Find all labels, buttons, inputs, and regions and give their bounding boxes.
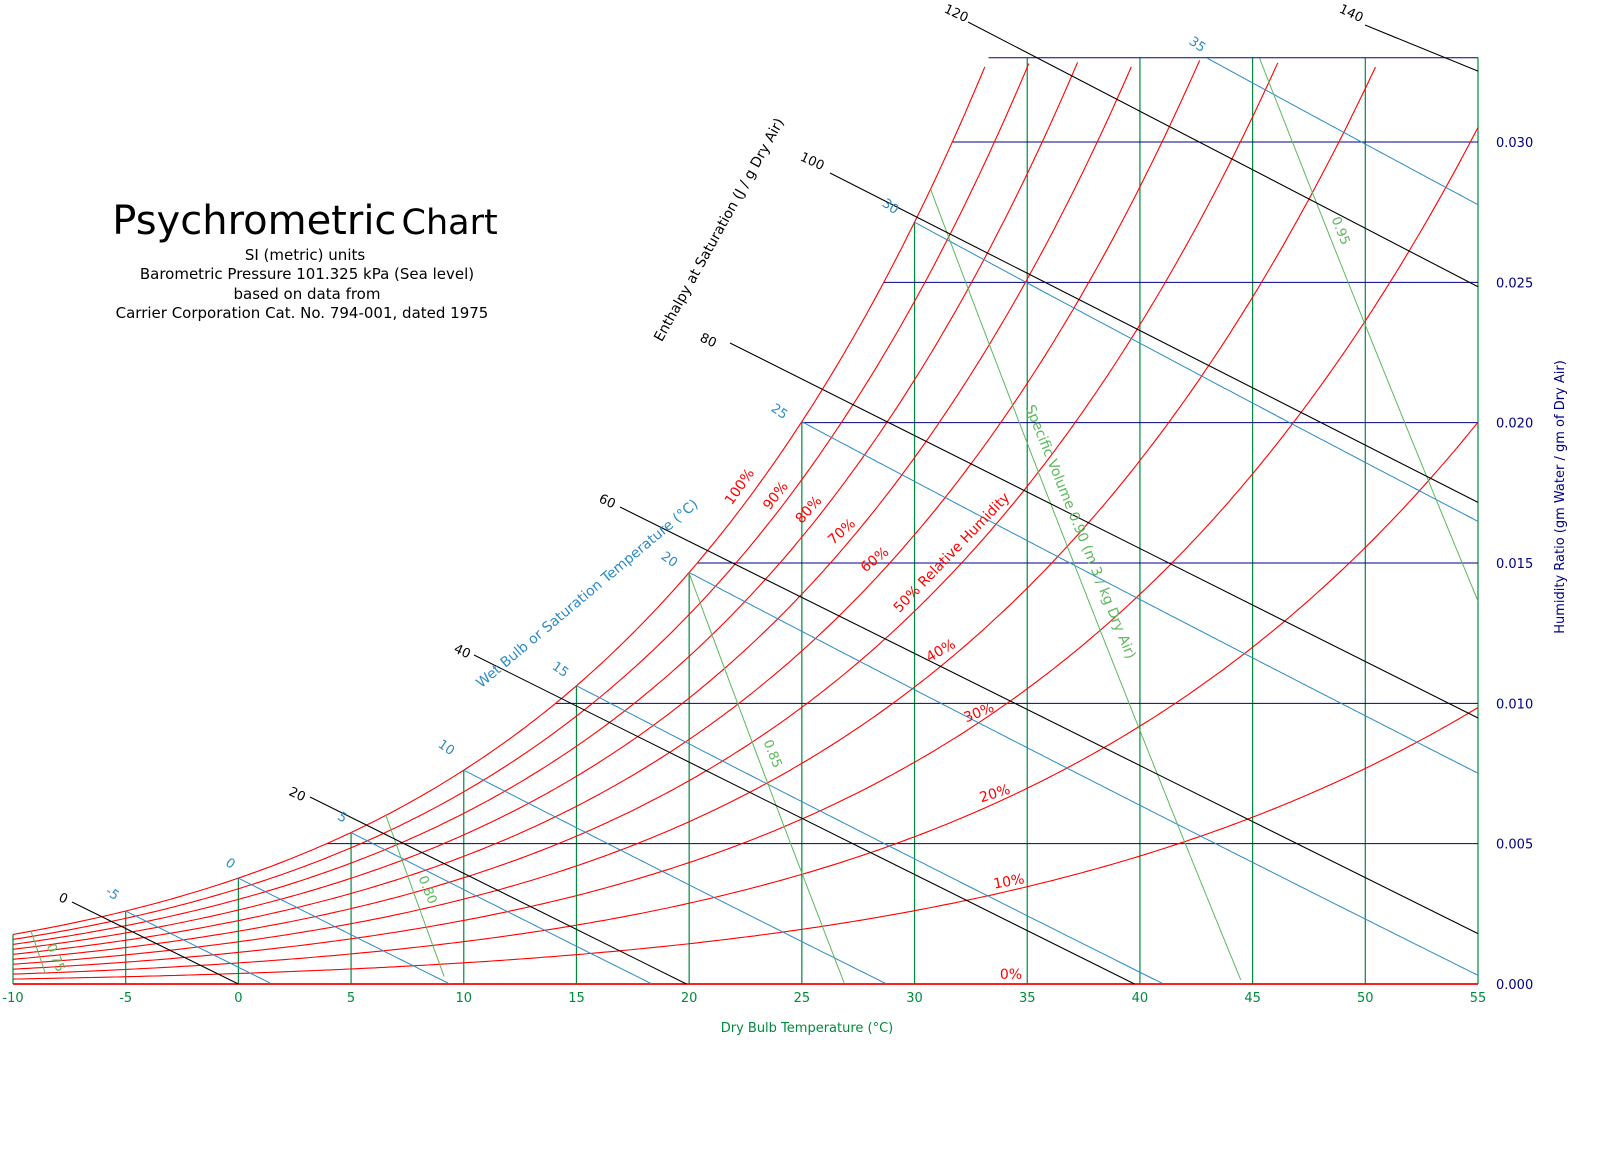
y-axis-label: Humidity Ratio (gm Water / gm of Dry Air… bbox=[1553, 360, 1568, 634]
wet-bulb-label: 25 bbox=[768, 401, 790, 423]
wet-bulb-axis-label: Wet Bulb or Saturation Temperature (°C) bbox=[473, 496, 701, 691]
wet-bulb-label: 35 bbox=[1186, 34, 1208, 56]
rh-label: 0% bbox=[1000, 967, 1022, 983]
rh-curve bbox=[12, 60, 1201, 955]
wet-bulb-line bbox=[125, 910, 271, 984]
x-tick-label: 10 bbox=[455, 991, 472, 1006]
rh-label: 60% bbox=[858, 544, 892, 576]
x-tick-label: 40 bbox=[1132, 991, 1149, 1006]
wet-bulb-line bbox=[688, 572, 1479, 976]
subtitle-line: SI (metric) units bbox=[245, 246, 366, 264]
rh-label: 20% bbox=[978, 782, 1012, 806]
wet-bulb-label: 15 bbox=[549, 659, 571, 681]
rh-curve bbox=[12, 127, 1479, 970]
y-tick-label: 0.030 bbox=[1496, 136, 1533, 151]
rh-label: 40% bbox=[924, 636, 959, 665]
enthalpy-label: 140 bbox=[1337, 2, 1366, 26]
enthalpy-line bbox=[309, 796, 687, 985]
specific-volume-label: 0.85 bbox=[760, 738, 785, 770]
wet-bulb-line bbox=[238, 877, 450, 985]
specific-volume-line bbox=[1259, 58, 1479, 602]
specific-volume-label: 0.75 bbox=[43, 942, 68, 974]
rh-label: 100% bbox=[722, 466, 758, 508]
y-tick-label: 0.015 bbox=[1496, 557, 1533, 572]
enthalpy-line bbox=[829, 172, 1479, 503]
specific-volume-line bbox=[688, 572, 845, 983]
rh-label: 10% bbox=[992, 871, 1025, 892]
wet-bulb-line bbox=[1207, 57, 1479, 206]
specific-volume-label: 0.80 bbox=[415, 874, 440, 906]
enthalpy-label: 60 bbox=[596, 492, 617, 513]
enthalpy-label: 120 bbox=[942, 2, 971, 26]
wet-bulb-line bbox=[801, 421, 1479, 774]
enthalpy-label: 40 bbox=[451, 642, 472, 663]
chart-title-main2: Chart bbox=[402, 203, 498, 243]
x-tick-label: 50 bbox=[1357, 991, 1374, 1006]
subtitle-line: based on data from bbox=[234, 285, 381, 303]
enthalpy-label: 0 bbox=[56, 890, 70, 907]
enthalpy-line bbox=[729, 342, 1479, 719]
y-tick-label: 0.010 bbox=[1496, 697, 1533, 712]
enthalpy-label: 80 bbox=[697, 331, 718, 352]
specific-volume-label: Specific Volume 0.90 (m 3 / kg Dry Air) bbox=[1022, 403, 1139, 662]
enthalpy-line bbox=[967, 21, 1479, 288]
rh-curve bbox=[12, 62, 1079, 945]
wet-bulb-line bbox=[914, 221, 1479, 522]
rh-label: 90% bbox=[760, 479, 792, 513]
enthalpy-line bbox=[1364, 24, 1479, 72]
specific-volume-line bbox=[385, 815, 445, 977]
y-tick-label: 0.020 bbox=[1496, 417, 1533, 432]
enthalpy-axis-label: Enthalpy at Saturation (J / g Dry Air) bbox=[651, 116, 787, 345]
x-tick-label: 0 bbox=[234, 991, 242, 1006]
rh-curve bbox=[12, 421, 1479, 975]
specific-volume-line bbox=[30, 931, 46, 974]
wet-bulb-label: 0 bbox=[222, 855, 237, 872]
rh-curve bbox=[12, 66, 1132, 950]
enthalpy-label: 100 bbox=[798, 150, 827, 174]
rh-curve bbox=[12, 66, 1376, 965]
subtitle-line: Barometric Pressure 101.325 kPa (Sea lev… bbox=[140, 265, 474, 283]
wet-bulb-label: 10 bbox=[435, 737, 457, 759]
rh-label: 70% bbox=[825, 516, 859, 549]
rh-curve bbox=[12, 66, 986, 936]
x-tick-label: 45 bbox=[1244, 991, 1261, 1006]
x-tick-label: 20 bbox=[681, 991, 698, 1006]
subtitle-line: Carrier Corporation Cat. No. 794-001, da… bbox=[116, 304, 489, 322]
x-tick-label: 5 bbox=[347, 991, 355, 1006]
enthalpy-line bbox=[71, 901, 239, 985]
x-tick-label: 35 bbox=[1019, 991, 1036, 1006]
x-tick-label: 15 bbox=[568, 991, 585, 1006]
x-tick-label: -5 bbox=[119, 991, 132, 1006]
x-tick-label: -10 bbox=[2, 991, 23, 1006]
enthalpy-line bbox=[473, 654, 1135, 985]
chart-title: Psychrometric Chart bbox=[112, 198, 497, 244]
wet-bulb-label: 20 bbox=[658, 549, 680, 571]
rh-curve bbox=[12, 63, 1030, 940]
rh-label: 80% bbox=[793, 493, 826, 527]
rh-curve bbox=[12, 62, 1279, 960]
wet-bulb-label: -5 bbox=[102, 884, 121, 904]
y-tick-label: 0.005 bbox=[1496, 838, 1533, 853]
specific-volume-line bbox=[930, 188, 1242, 981]
x-tick-label: 55 bbox=[1470, 991, 1487, 1006]
wet-bulb-line bbox=[576, 685, 1163, 984]
wet-bulb-label: 5 bbox=[334, 809, 349, 826]
x-tick-label: 25 bbox=[794, 991, 811, 1006]
y-tick-label: 0.025 bbox=[1496, 276, 1533, 291]
y-tick-label: 0.000 bbox=[1496, 978, 1533, 993]
enthalpy-line bbox=[619, 506, 1479, 935]
rh-curve bbox=[12, 707, 1479, 980]
chart-title-main: Psychrometric bbox=[112, 198, 396, 244]
x-tick-label: 30 bbox=[906, 991, 923, 1006]
wet-bulb-line bbox=[463, 769, 887, 985]
rh-label: 50% Relative Humidity bbox=[891, 490, 1014, 616]
chart-lines bbox=[12, 21, 1479, 985]
enthalpy-label: 20 bbox=[286, 785, 307, 806]
x-axis-label: Dry Bulb Temperature (°C) bbox=[721, 1021, 894, 1036]
